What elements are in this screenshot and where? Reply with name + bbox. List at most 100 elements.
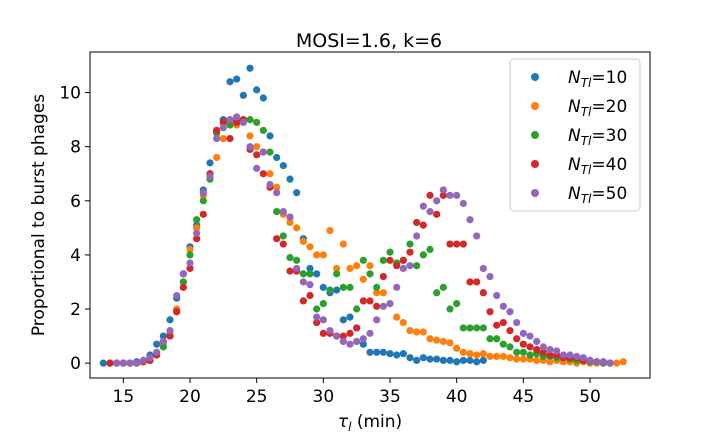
data-point-series-4 (406, 248, 414, 256)
data-point-series-5 (553, 347, 561, 355)
data-point-series-3 (226, 121, 234, 129)
data-point-series-2 (286, 218, 294, 227)
data-point-series-2 (433, 336, 441, 344)
data-point-series-1 (266, 132, 274, 140)
data-point-series-2 (546, 358, 554, 366)
data-point-series-5 (193, 229, 201, 237)
data-point-series-4 (253, 151, 261, 159)
data-point-series-3 (199, 197, 207, 205)
data-point-series-5 (573, 352, 581, 360)
data-point-series-4 (373, 302, 381, 310)
data-point-series-5 (313, 313, 321, 321)
data-point-series-2 (273, 183, 281, 191)
data-point-series-4 (513, 335, 521, 343)
data-point-series-4 (506, 327, 514, 335)
legend-marker-series-5 (531, 189, 539, 197)
legend: NTl=10 NTl=20 NTl=30 NTl=40 NTl=50 (509, 58, 641, 212)
data-point-series-5 (566, 351, 574, 359)
data-point-series-5 (439, 186, 447, 194)
data-point-series-5 (333, 332, 341, 340)
data-point-series-5 (466, 216, 474, 224)
data-point-series-3 (333, 270, 341, 278)
data-point-series-3 (293, 256, 301, 264)
data-point-series-5 (226, 116, 234, 124)
data-point-series-4 (259, 170, 267, 178)
data-point-series-5 (153, 348, 161, 356)
data-point-series-5 (406, 262, 414, 270)
data-point-series-4 (546, 351, 554, 359)
data-point-series-4 (493, 321, 501, 329)
data-point-series-5 (119, 359, 127, 367)
data-point-series-4 (166, 332, 174, 340)
data-point-series-3 (366, 270, 374, 278)
data-point-series-4 (426, 191, 434, 199)
points-layer (99, 64, 627, 367)
data-point-series-3 (453, 300, 461, 308)
x-axis-label-subscript: l (348, 420, 352, 432)
data-point-series-2 (299, 237, 307, 245)
data-point-series-4 (433, 210, 441, 218)
data-point-series-1 (406, 354, 414, 362)
data-point-series-4 (486, 308, 494, 316)
data-point-series-1 (466, 356, 474, 365)
data-point-series-3 (466, 324, 474, 332)
data-point-series-2 (466, 350, 474, 358)
legend-label-series-1: NTl=10 (568, 68, 627, 90)
legend-label-series-4: NTl=40 (568, 155, 627, 177)
data-point-series-5 (453, 191, 461, 199)
data-point-series-4 (386, 256, 394, 264)
x-tick-label: 45 (513, 387, 535, 407)
data-point-series-1 (246, 64, 254, 72)
data-point-series-4 (439, 191, 447, 199)
data-point-series-1 (286, 175, 294, 183)
data-point-series-5 (206, 172, 214, 181)
legend-marker-series-2 (531, 102, 539, 110)
data-point-series-3 (193, 216, 201, 224)
data-point-series-4 (279, 240, 287, 248)
data-point-series-1 (459, 356, 467, 365)
y-axis: 0 2 4 6 8 10 (59, 84, 90, 374)
plot-frame (89, 51, 651, 379)
data-point-series-2 (499, 352, 507, 360)
data-point-series-3 (253, 118, 261, 126)
y-tick-label: 6 (70, 192, 81, 212)
data-point-series-3 (506, 343, 514, 351)
data-point-series-2 (533, 356, 541, 365)
data-point-series-3 (519, 348, 527, 356)
data-point-series-5 (166, 327, 174, 335)
data-point-series-1 (473, 358, 481, 366)
data-point-series-3 (473, 324, 481, 332)
data-point-series-4 (339, 332, 347, 340)
data-point-series-1 (313, 270, 321, 278)
data-point-series-1 (339, 316, 347, 324)
data-point-series-4 (346, 329, 354, 337)
data-point-series-4 (379, 272, 387, 281)
data-point-series-2 (213, 153, 221, 162)
data-point-series-3 (413, 262, 421, 270)
data-point-series-2 (406, 327, 414, 335)
data-point-series-1 (386, 350, 394, 358)
data-point-series-4 (273, 235, 281, 243)
data-point-series-4 (459, 240, 467, 248)
data-point-series-2 (506, 354, 514, 362)
data-point-series-5 (246, 143, 254, 151)
data-point-series-3 (459, 324, 467, 332)
data-point-series-5 (266, 180, 274, 189)
data-point-series-4 (393, 262, 401, 270)
data-point-series-4 (306, 291, 314, 300)
data-point-series-4 (419, 221, 427, 229)
data-point-series-5 (519, 329, 527, 337)
data-point-series-1 (206, 159, 214, 167)
data-point-series-3 (419, 251, 427, 259)
data-point-series-2 (359, 275, 367, 283)
data-point-series-1 (413, 356, 421, 365)
x-axis: 15 20 25 30 35 40 45 50 (113, 378, 601, 407)
data-point-series-2 (379, 289, 387, 297)
y-axis-label: Proportional to burst phages (29, 94, 49, 336)
data-point-series-5 (159, 337, 167, 346)
data-point-series-5 (513, 318, 521, 327)
data-point-series-2 (619, 358, 627, 366)
data-point-series-5 (239, 118, 247, 126)
data-point-series-5 (139, 356, 147, 365)
